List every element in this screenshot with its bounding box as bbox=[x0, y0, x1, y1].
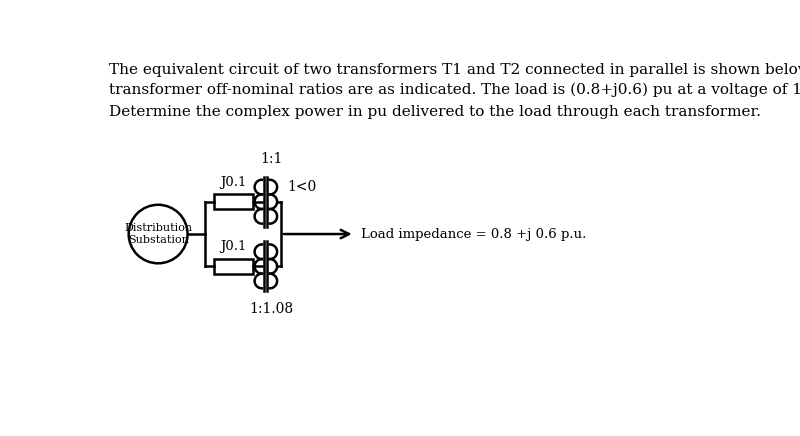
Text: 1:1: 1:1 bbox=[260, 152, 282, 166]
Text: J0.1: J0.1 bbox=[220, 176, 246, 189]
Text: Load impedance = 0.8 +j 0.6 p.u.: Load impedance = 0.8 +j 0.6 p.u. bbox=[361, 228, 586, 241]
FancyBboxPatch shape bbox=[214, 194, 253, 209]
FancyBboxPatch shape bbox=[214, 259, 253, 274]
Text: transformer off-nominal ratios are as indicated. The load is (0.8+j0.6) pu at a : transformer off-nominal ratios are as in… bbox=[110, 82, 800, 97]
Text: The equivalent circuit of two transformers T1 and T2 connected in parallel is sh: The equivalent circuit of two transforme… bbox=[110, 63, 800, 77]
Text: Distribution
Substation: Distribution Substation bbox=[124, 223, 192, 245]
Text: 1:1.08: 1:1.08 bbox=[250, 302, 294, 316]
Text: J0.1: J0.1 bbox=[220, 240, 246, 253]
Text: Determine the complex power in pu delivered to the load through each transformer: Determine the complex power in pu delive… bbox=[110, 106, 762, 119]
Text: 1<0: 1<0 bbox=[287, 180, 317, 194]
